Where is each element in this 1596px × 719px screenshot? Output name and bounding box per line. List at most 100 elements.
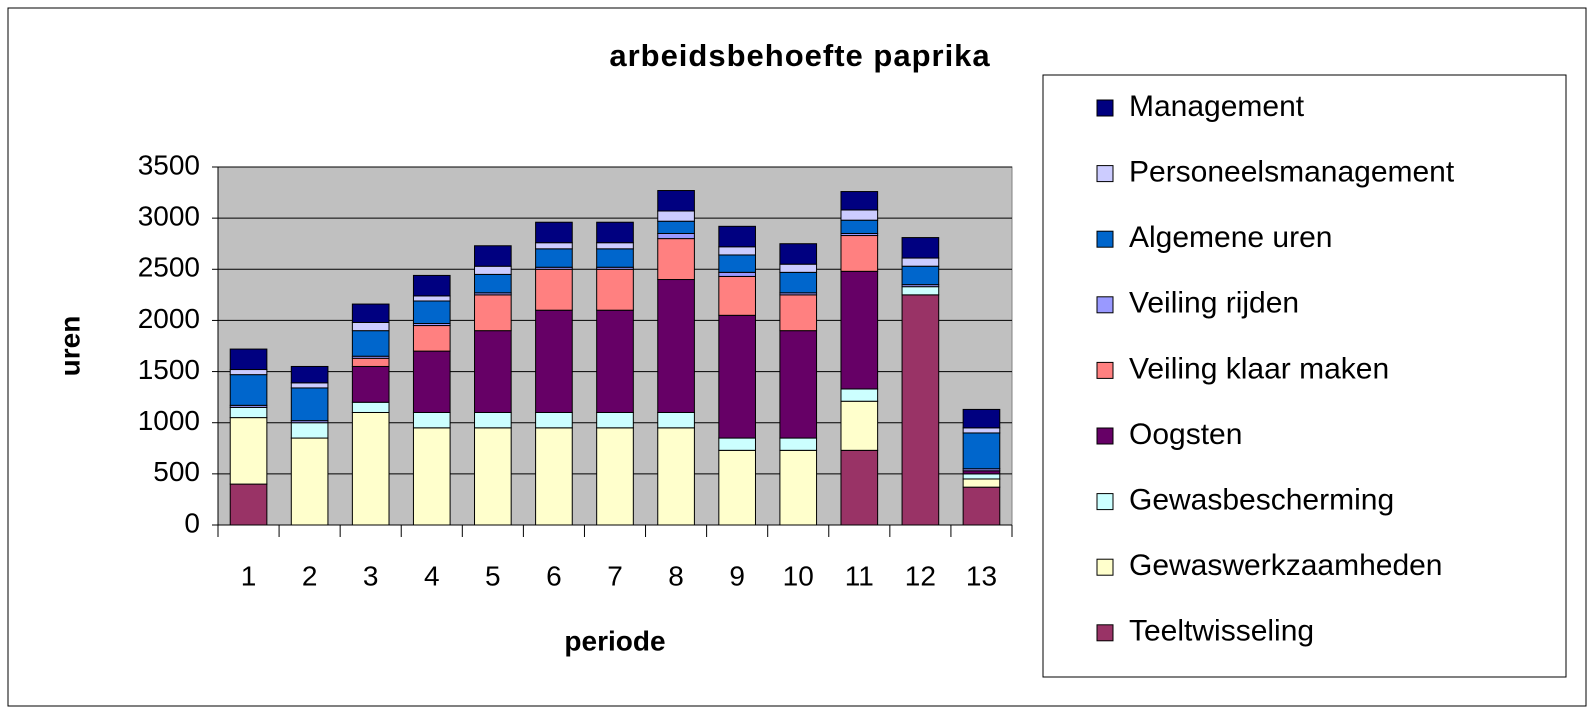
bar-segment <box>351 357 390 367</box>
y-tick-label: 500 <box>153 456 200 487</box>
legend-swatch <box>1096 230 1114 248</box>
x-axis-label: periode <box>564 625 665 656</box>
bar-segment <box>596 427 634 526</box>
bar-segment <box>596 268 634 311</box>
bar-segment <box>351 401 390 413</box>
bar-segment <box>657 427 695 526</box>
bar-segment <box>840 270 879 390</box>
legend <box>1042 74 1567 678</box>
bar-segment <box>412 350 451 413</box>
x-tick-label: 11 <box>845 560 874 591</box>
bar-segment <box>840 388 879 402</box>
bar-segment <box>229 374 268 406</box>
bar-segment <box>351 365 390 403</box>
x-tick-label: 9 <box>729 560 745 591</box>
bar-segment <box>474 273 512 294</box>
bar-segment <box>474 294 512 332</box>
legend-swatch <box>1096 558 1114 576</box>
x-tick-label: 6 <box>546 560 562 591</box>
bar-segment <box>412 411 451 429</box>
bar-segment <box>474 245 512 267</box>
bar-segment <box>901 257 940 267</box>
bar-segment <box>412 325 451 352</box>
legend-swatch <box>1096 361 1114 379</box>
bar-segment <box>657 238 695 281</box>
bar-segment <box>412 300 451 324</box>
bar-segment <box>962 473 1001 480</box>
bar-segment <box>718 271 756 277</box>
bar-segment <box>962 427 1001 434</box>
bar-segment <box>535 221 573 244</box>
bar-segment <box>229 483 268 526</box>
bar-segment <box>840 191 879 211</box>
bar-segment <box>351 411 390 526</box>
bar-segment <box>901 265 940 286</box>
bar-segment <box>901 286 940 296</box>
bar-segment <box>474 427 512 526</box>
legend-swatch <box>1096 165 1114 183</box>
y-tick-label: 2500 <box>138 252 200 283</box>
bar-segment <box>779 243 818 265</box>
bar-segment <box>657 210 695 222</box>
bar-segment <box>840 449 879 526</box>
y-tick-label: 2000 <box>138 303 200 334</box>
x-tick-label: 3 <box>363 560 379 591</box>
x-tick-label: 4 <box>424 560 440 591</box>
chart-title: arbeidsbehoefte paprika <box>609 38 990 73</box>
legend-swatch <box>1096 493 1114 511</box>
x-tick-label: 12 <box>905 560 936 591</box>
bar-segment <box>596 242 634 250</box>
bar-segment <box>229 348 268 371</box>
bar-segment <box>229 369 268 376</box>
bar-segment <box>535 248 573 268</box>
y-tick-label: 3000 <box>138 201 200 232</box>
bar-segment <box>779 263 818 273</box>
y-tick-label: 1500 <box>138 354 200 385</box>
bar-segment <box>840 209 879 221</box>
y-tick-label: 1000 <box>138 405 200 436</box>
x-tick-label: 2 <box>302 560 318 591</box>
bar-segment <box>779 437 818 451</box>
bar-segment <box>962 478 1001 488</box>
x-tick-label: 7 <box>607 560 623 591</box>
legend-label: Teeltwisseling <box>1129 615 1314 648</box>
legend-swatch <box>1096 296 1114 314</box>
x-tick-label: 13 <box>966 560 997 591</box>
bar-segment <box>779 294 818 332</box>
x-tick-label: 5 <box>485 560 501 591</box>
bar-segment <box>962 432 1001 470</box>
bar-segment <box>657 220 695 234</box>
bar-segment <box>657 190 695 212</box>
bar-segment <box>718 246 756 256</box>
bar-segment <box>718 225 756 248</box>
bar-segment <box>840 235 879 272</box>
bar-segment <box>962 486 1001 526</box>
bar-segment <box>474 265 512 275</box>
bar-segment <box>596 309 634 413</box>
bar-segment <box>718 254 756 273</box>
bar-segment <box>657 279 695 413</box>
bar-segment <box>535 427 573 526</box>
bar-segment <box>229 417 268 485</box>
bar-segment <box>962 408 1001 429</box>
bar-segment <box>535 268 573 311</box>
bar-segment <box>229 406 268 419</box>
bar-segment <box>718 437 756 451</box>
bar-segment <box>290 365 329 384</box>
legend-swatch <box>1096 427 1114 445</box>
legend-label: Gewaswerkzaamheden <box>1129 549 1443 582</box>
y-axis-label: uren <box>54 316 85 377</box>
bar-segment <box>535 242 573 250</box>
legend-label: Gewasbescherming <box>1129 484 1394 517</box>
bar-segment <box>412 295 451 302</box>
bar-segment <box>718 275 756 316</box>
bar-segment <box>596 248 634 268</box>
x-tick-label: 8 <box>668 560 684 591</box>
legend-label: Management <box>1129 90 1305 123</box>
legend-label: Veiling klaar maken <box>1129 352 1389 385</box>
legend-label: Algemene uren <box>1129 221 1332 254</box>
bar-segment <box>351 321 390 332</box>
bar-segment <box>351 330 390 357</box>
bar-segment <box>901 294 940 526</box>
bar-segment <box>596 411 634 429</box>
